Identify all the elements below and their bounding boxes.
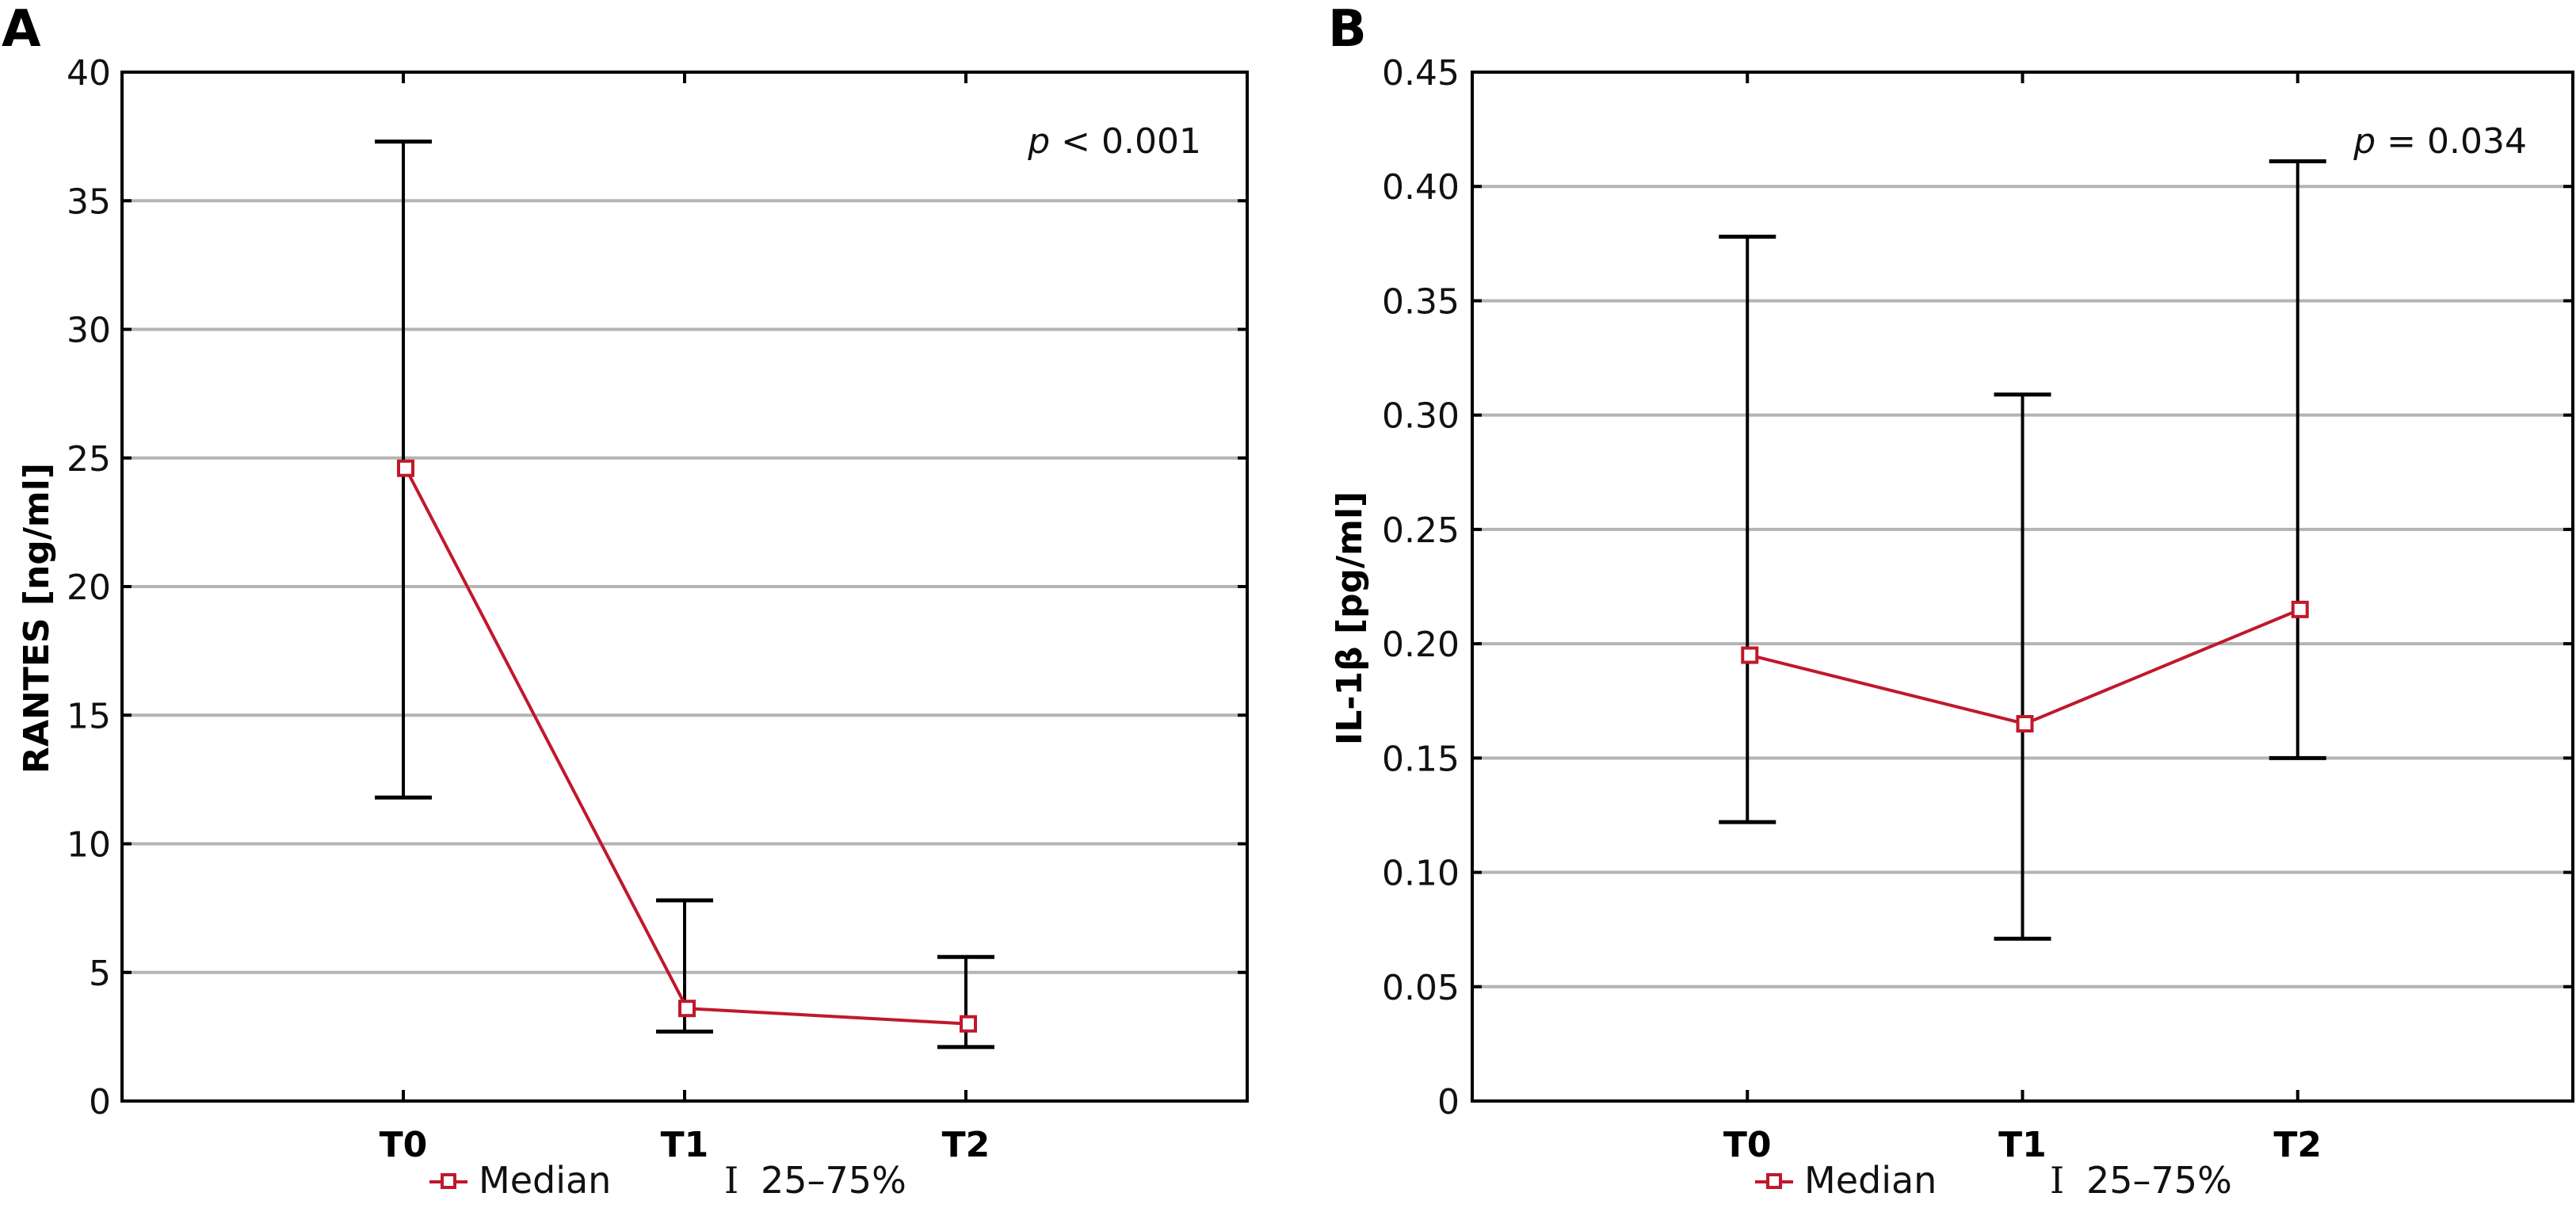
y-ticks: 0 5 10 15 20 25 30 35 40 <box>67 53 1247 1122</box>
legend-range-label: 25–75% <box>2086 1159 2232 1202</box>
y-tick-label: 0.15 <box>1382 739 1460 779</box>
y-tick-label: 20 <box>67 568 111 608</box>
median-series <box>397 459 977 1033</box>
y-tick-label: 5 <box>89 954 111 994</box>
median-line <box>404 467 969 1026</box>
y-tick-label: 40 <box>67 53 111 94</box>
legend: Median I 25–75% <box>429 1159 906 1202</box>
legend-median-label: Median <box>1804 1159 1937 1202</box>
legend-range-label: 25–75% <box>761 1159 906 1202</box>
y-tick-label: 35 <box>67 182 111 222</box>
y-axis-title: IL-1β [pg/ml] <box>1330 491 1370 745</box>
p-value: < 0.001 <box>1050 121 1201 162</box>
median-point <box>397 459 414 477</box>
median-point <box>2016 715 2034 733</box>
p-symbol: p <box>2353 121 2376 162</box>
p-symbol: p <box>1027 121 1050 162</box>
y-tick-label: 10 <box>67 825 111 866</box>
p-value-annotation: p = 0.034 <box>2353 121 2527 162</box>
legend-median-label: Median <box>479 1159 611 1202</box>
panel-b: B 00.050.100.150.200.250.300.350.400.45 … <box>1328 0 2574 1202</box>
y-tick-label: 25 <box>67 439 111 480</box>
y-tick-label: 0.45 <box>1382 53 1460 94</box>
iqr-whiskers <box>375 140 994 1050</box>
x-tick-label: T1 <box>1998 1125 2047 1165</box>
p-value-annotation: p < 0.001 <box>1027 121 1201 162</box>
y-tick-label: 30 <box>67 311 111 351</box>
x-tick-label: T2 <box>2273 1125 2322 1165</box>
median-line <box>1749 607 2301 726</box>
legend-range-icon: I <box>724 1159 738 1202</box>
plot-frame <box>1471 71 2574 1103</box>
x-ticks: T0 T1 T2 <box>1723 72 2322 1165</box>
y-tick-label: 0 <box>1437 1082 1460 1122</box>
median-point <box>960 1015 977 1033</box>
y-tick-label: 0.10 <box>1382 854 1460 894</box>
x-ticks: T0 T1 T2 <box>380 72 990 1165</box>
median-series <box>1741 600 2309 733</box>
y-tick-label: 0.25 <box>1382 510 1460 551</box>
y-tick-label: 0.40 <box>1382 167 1460 208</box>
y-tick-label: 0.35 <box>1382 281 1460 322</box>
iqr-whiskers <box>1719 159 2326 941</box>
x-tick-label: T0 <box>380 1125 428 1165</box>
y-tick-label: 0 <box>89 1082 111 1122</box>
legend-median-marker-icon <box>1766 1173 1782 1189</box>
x-tick-label: T2 <box>942 1125 990 1165</box>
panel-label-b: B <box>1328 0 1367 59</box>
legend-range-icon: I <box>2050 1159 2064 1202</box>
panel-a: A 0 5 10 15 20 25 30 35 40 T0 T1 T2 RANTES [ng/ml]… <box>2 0 1249 1202</box>
median-point <box>2291 600 2309 618</box>
y-axis-title: RANTES [ng/ml] <box>17 463 57 774</box>
p-value: = 0.034 <box>2376 121 2527 162</box>
panel-label-a: A <box>2 0 41 59</box>
median-point <box>678 1000 696 1018</box>
legend-median-marker-icon <box>441 1173 456 1189</box>
x-tick-label: T1 <box>661 1125 709 1165</box>
gridlines <box>122 199 1247 974</box>
y-tick-label: 15 <box>67 696 111 736</box>
y-tick-label: 0.20 <box>1382 625 1460 665</box>
plot-frame <box>120 71 1249 1103</box>
x-tick-label: T0 <box>1723 1125 1772 1165</box>
legend: Median I 25–75% <box>1755 1159 2232 1202</box>
y-tick-label: 0.05 <box>1382 968 1460 1008</box>
y-ticks: 0 0.05 0.10 0.15 0.20 0.25 0.30 0.35 0.40 0.45 <box>1382 53 2573 1122</box>
y-tick-label: 0.30 <box>1382 396 1460 437</box>
median-point <box>1741 646 1759 664</box>
